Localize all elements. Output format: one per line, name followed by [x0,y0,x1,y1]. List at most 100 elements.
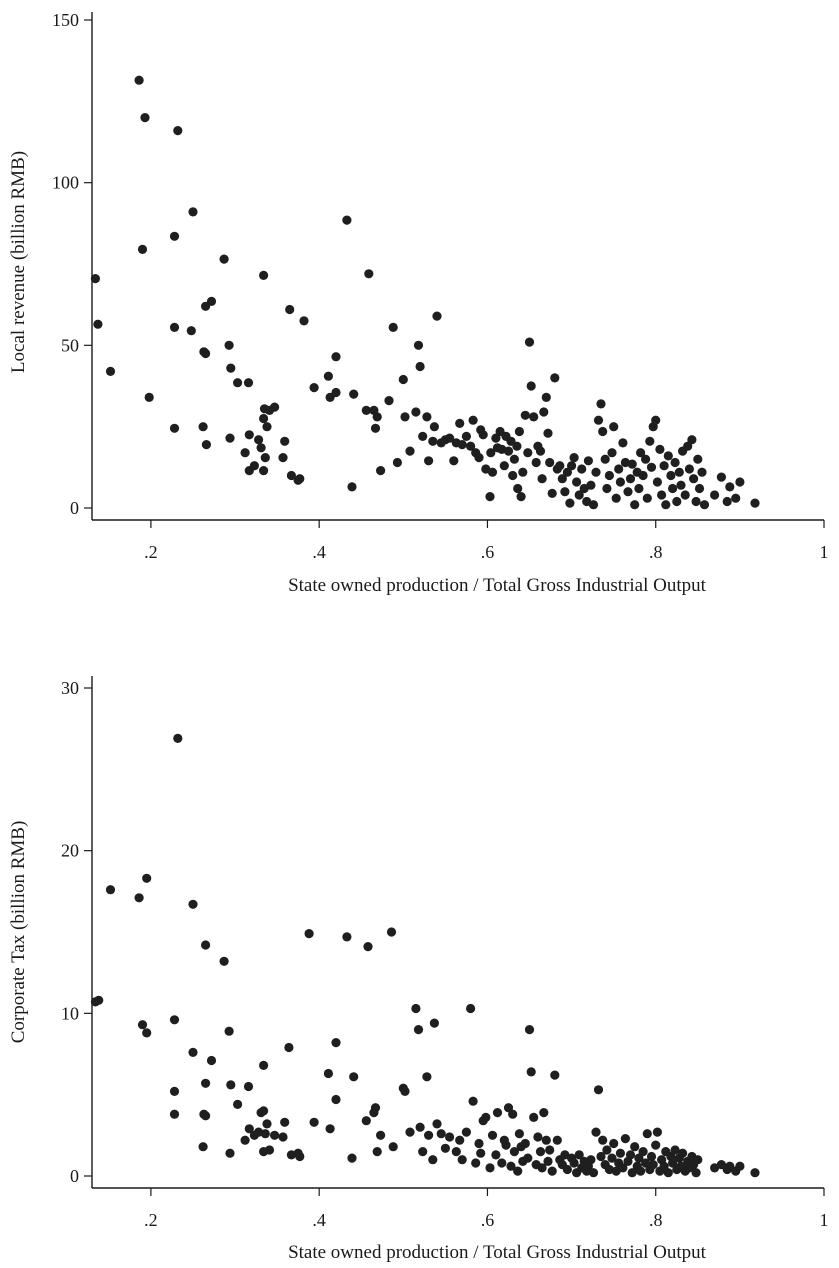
data-point [219,956,229,966]
data-point [254,435,264,445]
data-point [424,1130,434,1140]
data-point [725,482,735,492]
data-point [411,407,421,417]
data-point [487,1130,498,1140]
data-point [545,1145,555,1155]
data-point [134,893,144,903]
data-point [514,1129,525,1139]
data-point [93,319,103,329]
data-point [588,1168,599,1178]
data-point [593,415,604,425]
data-point [142,1028,152,1038]
data-point [636,1166,646,1176]
data-point [169,1109,180,1119]
data-point [285,304,295,315]
data-point [693,1155,703,1165]
data-point [670,1145,680,1155]
data-point [478,430,488,440]
data-point [134,75,144,85]
data-point [577,464,587,474]
data-point [422,412,432,422]
data-point [468,1096,478,1106]
data-point [503,446,514,456]
data-point [226,363,236,373]
data-point [625,1150,636,1160]
data-point [349,1072,359,1082]
data-point [574,490,584,500]
data-point [457,440,467,450]
data-point [526,381,536,391]
data-point [509,454,519,464]
data-point [169,1015,180,1025]
data-point [219,254,229,264]
data-point [278,453,288,463]
x-tick-label: .2 [144,542,158,562]
data-point [731,493,741,503]
data-point [455,1135,465,1145]
data-point [198,1142,208,1152]
data-point [646,1151,657,1162]
data-point [461,431,471,441]
data-point [716,472,727,482]
data-point [657,490,667,500]
data-point [372,412,382,422]
data-point [666,470,676,481]
data-point [90,274,100,284]
data-point [672,496,682,507]
data-point [541,1135,551,1145]
data-point [244,1124,254,1134]
data-point [429,422,439,432]
data-point [331,1094,341,1105]
data-point [524,1025,535,1035]
data-point [555,461,565,471]
data-point [413,1025,424,1035]
data-point [173,126,183,136]
data-point [243,378,254,388]
data-point [710,1163,720,1173]
y-tick-label: 10 [61,1003,79,1023]
data-point [516,492,526,502]
data-point [188,899,198,909]
data-points [90,733,760,1178]
data-point [372,1147,382,1157]
data-point [436,1129,446,1139]
data-point [699,500,710,510]
data-point [471,1158,481,1168]
data-point [680,490,690,500]
x-ticks: .2 .4 .6 .8 1 [144,520,829,562]
data-point [270,1130,280,1140]
data-point [557,474,567,484]
data-point [646,462,657,472]
x-axis-title: State owned production / Total Gross Ind… [288,1242,707,1263]
data-point [137,1020,148,1030]
data-point [683,441,693,451]
data-point [449,456,459,466]
data-point [299,316,309,326]
data-point [659,461,669,471]
data-point [293,475,303,485]
data-point [501,1140,511,1150]
x-tick-label: .4 [312,1210,326,1230]
data-point [226,1080,236,1090]
data-point [413,340,424,350]
x-tick-label: 1 [820,1210,829,1230]
data-point [411,1003,421,1014]
data-point [280,436,290,446]
data-point [323,371,333,381]
data-point [598,426,608,437]
data-point [169,231,180,241]
data-point [520,1138,530,1149]
data-point [94,995,104,1005]
data-point [600,454,610,464]
y-axis-title: Local revenue (billion RMB) [8,151,29,373]
data-point [198,422,208,432]
data-point [384,396,394,406]
data-point [529,1112,539,1122]
data-point [630,500,640,510]
data-point [591,1127,601,1137]
data-point [678,1148,688,1158]
data-point [634,1153,644,1163]
data-point [520,410,530,420]
data-point [259,404,270,414]
data-point [684,464,695,474]
